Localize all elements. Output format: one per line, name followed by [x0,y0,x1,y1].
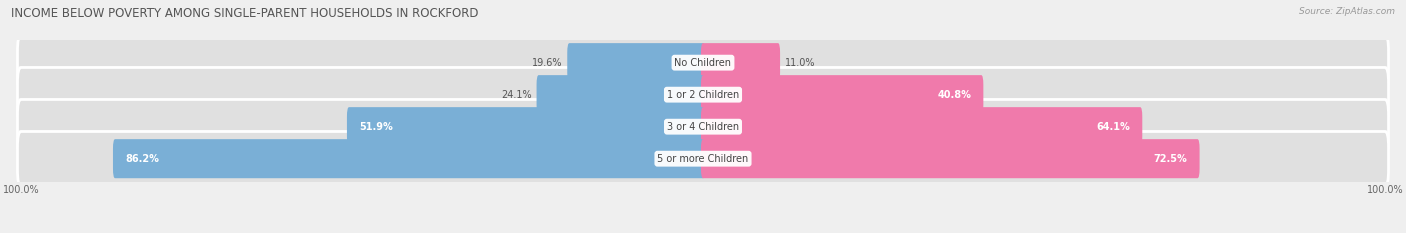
FancyBboxPatch shape [702,107,1142,146]
Text: 5 or more Children: 5 or more Children [658,154,748,164]
FancyBboxPatch shape [17,35,1389,90]
FancyBboxPatch shape [702,43,780,82]
Text: INCOME BELOW POVERTY AMONG SINGLE-PARENT HOUSEHOLDS IN ROCKFORD: INCOME BELOW POVERTY AMONG SINGLE-PARENT… [11,7,479,20]
FancyBboxPatch shape [17,131,1389,186]
Text: 19.6%: 19.6% [531,58,562,68]
FancyBboxPatch shape [567,43,704,82]
FancyBboxPatch shape [17,68,1389,122]
Text: No Children: No Children [675,58,731,68]
Text: 51.9%: 51.9% [359,122,392,132]
Text: 1 or 2 Children: 1 or 2 Children [666,90,740,100]
Text: 3 or 4 Children: 3 or 4 Children [666,122,740,132]
FancyBboxPatch shape [702,75,983,114]
FancyBboxPatch shape [17,99,1389,154]
Text: 11.0%: 11.0% [785,58,815,68]
FancyBboxPatch shape [347,107,704,146]
Text: 64.1%: 64.1% [1097,122,1130,132]
FancyBboxPatch shape [112,139,704,178]
Text: 24.1%: 24.1% [501,90,531,100]
Text: 86.2%: 86.2% [125,154,159,164]
Text: 40.8%: 40.8% [938,90,972,100]
Text: Source: ZipAtlas.com: Source: ZipAtlas.com [1299,7,1395,16]
FancyBboxPatch shape [537,75,704,114]
Text: 72.5%: 72.5% [1153,154,1187,164]
FancyBboxPatch shape [702,139,1199,178]
Legend: Single Father, Single Mother: Single Father, Single Mother [607,232,799,233]
